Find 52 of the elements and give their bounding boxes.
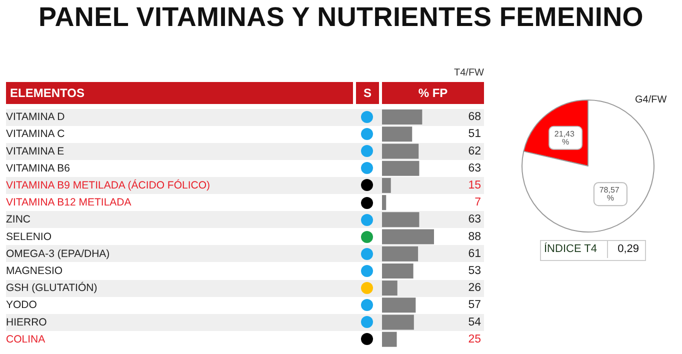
data-label: 53 [468, 264, 481, 277]
data-label: 0,29 [616, 242, 640, 257]
data-label: 26 [468, 282, 481, 294]
y-tick-label: VITAMINA C [6, 128, 66, 140]
y-tick-label: COLINA [6, 333, 46, 346]
bar [382, 246, 418, 262]
bar [382, 212, 420, 228]
y-tick-label: YODO [6, 299, 37, 312]
data-label: 61 [468, 248, 481, 260]
bar [382, 229, 434, 244]
data-label: 21,43 % [554, 129, 577, 146]
text: T4/FW [454, 68, 485, 78]
bar [382, 144, 419, 159]
chart-title: PANEL VITAMINAS Y NUTRIENTES FEMENINO [38, 2, 644, 33]
data-label: 62 [468, 145, 481, 158]
y-tick-label: SELENIO [6, 230, 52, 243]
bar [382, 314, 414, 330]
data-label: 7 [474, 196, 481, 209]
y-tick-label: HIERRO [6, 316, 47, 328]
data-label: 54 [468, 316, 482, 328]
bar [382, 178, 391, 193]
y-tick-label: VITAMINA E [6, 145, 64, 158]
y-tick-label: VITAMINA B12 METILADA [6, 196, 132, 209]
data-label: 25 [468, 333, 481, 346]
data-label: 78,57 % [599, 186, 622, 203]
data-label: 88 [468, 230, 481, 243]
text: S [356, 82, 379, 104]
bar [382, 195, 386, 210]
y-tick-label: GSH (GLUTATIÓN) [6, 281, 98, 294]
chart-title: G4/FW [635, 94, 668, 106]
data-label: 51 [468, 128, 481, 140]
data-label: 68 [468, 111, 481, 124]
bar [382, 280, 398, 296]
bar [382, 298, 416, 313]
bar [382, 263, 414, 278]
y-tick-label: VITAMINA B9 METILADA (ÁCIDO FÓLICO) [6, 178, 210, 192]
y-tick-label: MAGNESIO [6, 264, 63, 277]
data-label: 63 [468, 162, 481, 174]
y-tick-label: ZINC [6, 214, 31, 226]
data-label: 57 [468, 299, 481, 312]
data-label: 15 [468, 179, 481, 192]
y-tick-label: VITAMINA D [6, 111, 66, 124]
y-axis-title: ELEMENTOS [6, 82, 353, 104]
bar [382, 126, 412, 142]
y-tick-label: OMEGA-3 (EPA/DHA) [6, 248, 110, 260]
bar [382, 332, 397, 347]
y-tick-label: VITAMINA B6 [6, 162, 70, 174]
category-label: ÍNDICE T4 [541, 241, 608, 258]
bar [382, 160, 420, 176]
x-axis-title: % FP [382, 82, 484, 104]
bar [382, 110, 422, 125]
data-label: 63 [468, 214, 481, 226]
